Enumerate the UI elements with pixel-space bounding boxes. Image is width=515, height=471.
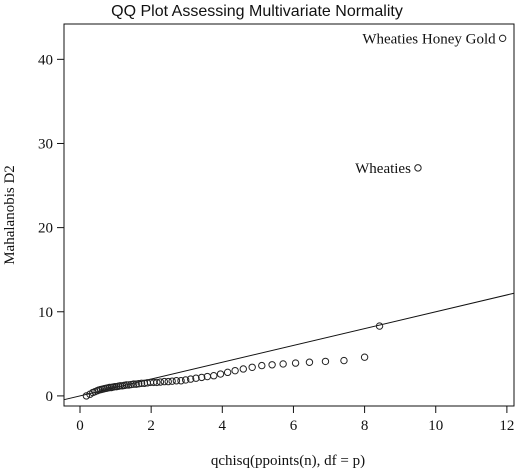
data-point [130, 380, 138, 388]
y-tick-label: 40 [38, 52, 53, 68]
data-point [181, 376, 190, 384]
x-tick-label: 0 [76, 418, 84, 434]
data-point [340, 356, 348, 365]
x-tick-label: 12 [499, 418, 514, 434]
data-point [82, 392, 91, 400]
data-point [164, 377, 172, 386]
x-tick-label: 6 [290, 418, 298, 434]
point-annotations: Wheaties Honey Gold Wheaties [355, 31, 496, 177]
data-point [122, 381, 131, 389]
data-point [156, 378, 165, 386]
y-tick-label: 10 [38, 305, 53, 321]
x-axis: 0 2 4 6 8 10 12 [76, 406, 514, 434]
y-axis: 0 10 20 30 40 [38, 52, 64, 405]
data-point [153, 378, 161, 387]
data-point [137, 379, 146, 387]
y-tick-label: 30 [38, 136, 53, 152]
data-point [291, 359, 300, 367]
data-point [210, 372, 218, 380]
data-point [223, 368, 232, 377]
data-point [197, 373, 206, 382]
data-point [132, 380, 140, 388]
data-point [135, 380, 143, 388]
data-point [160, 377, 169, 386]
data-point [216, 370, 225, 378]
x-tick-label: 10 [428, 418, 443, 434]
data-point [321, 357, 330, 366]
data-point [186, 375, 195, 383]
data-point [375, 322, 384, 330]
y-tick-label: 0 [46, 389, 54, 405]
data-point [268, 361, 276, 369]
x-tick-label: 2 [147, 418, 155, 434]
data-point [258, 361, 266, 370]
y-tick-label: 20 [38, 221, 53, 237]
data-point [279, 360, 287, 368]
data-points [82, 34, 507, 400]
chart-title: QQ Plot Assessing Multivariate Normality [111, 3, 403, 20]
point-annotation: Wheaties [355, 161, 411, 177]
data-point [192, 374, 200, 382]
data-point [231, 366, 239, 375]
data-point [172, 377, 181, 385]
data-point [239, 365, 247, 373]
plot-frame [63, 23, 515, 407]
data-point [498, 34, 507, 43]
y-axis-label: Mahalanobis D2 [2, 165, 18, 265]
data-point [305, 358, 314, 366]
data-point [125, 381, 133, 389]
point-annotation: Wheaties Honey Gold [362, 31, 496, 47]
data-point [360, 353, 369, 361]
data-point [414, 164, 422, 172]
data-point [127, 380, 135, 389]
x-tick-label: 8 [361, 418, 369, 434]
x-axis-label: qchisq(ppoints(n), df = p) [211, 453, 365, 469]
data-point [177, 377, 185, 385]
data-point [168, 377, 176, 385]
x-tick-label: 4 [219, 418, 227, 434]
data-point [248, 363, 256, 371]
